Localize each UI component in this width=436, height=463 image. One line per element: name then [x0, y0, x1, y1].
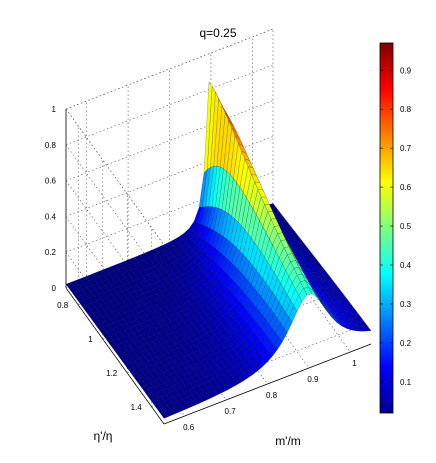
y-axis-label: η'/η [94, 429, 113, 443]
y-tick-label: 1.2 [106, 369, 118, 378]
x-tick-label: 1 [352, 359, 357, 368]
colorbar-tick-label: 0.5 [400, 222, 412, 231]
y-tick-label: 1.4 [131, 403, 143, 412]
axis-box [65, 109, 372, 425]
colorbar-tick-label: 0.1 [400, 378, 412, 387]
x-axis-line [163, 343, 372, 425]
z-tick-label: 0 [52, 284, 57, 293]
surface [65, 81, 372, 419]
colorbar-tick-label: 0.2 [400, 339, 412, 348]
colorbar-tick-label: 0.7 [400, 144, 412, 153]
y-tick-label: 0.8 [57, 301, 69, 310]
colorbar-tick-label: 0.3 [400, 300, 412, 309]
x-tick-label: 0.6 [183, 423, 195, 432]
tick-labels: 0 0.2 0.4 0.6 0.8 1 0.6 0.7 0.8 0.9 1 0.8 1 1.2 1.4 [45, 105, 357, 432]
z-tick-label: 0.4 [45, 212, 57, 221]
chart-title: q=0.25 [199, 26, 236, 40]
grid-line [65, 64, 274, 146]
y-tick-label: 1 [88, 335, 93, 344]
grid-line [65, 108, 165, 246]
colorbar-ticks: 0.1 0.2 0.3 0.4 0.5 0.6 0.7 0.8 0.9 [380, 66, 412, 387]
colorbar-tick-label: 0.6 [400, 183, 412, 192]
colorbar-tick-label: 0.8 [400, 105, 412, 114]
colorbar-tick-label: 0.4 [400, 261, 412, 270]
z-tick-label: 0.2 [45, 248, 57, 257]
colorbar [379, 42, 394, 414]
y-axis-line [65, 287, 165, 425]
z-tick-label: 0.6 [45, 177, 57, 186]
x-tick-label: 0.8 [266, 391, 278, 400]
x-axis-label: m'/m [275, 434, 301, 448]
surface-patch [160, 411, 170, 419]
z-tick-label: 0.8 [45, 141, 57, 150]
x-tick-label: 0.7 [225, 407, 237, 416]
grid-line [65, 28, 274, 110]
grid-line [65, 100, 274, 181]
x-tick-label: 0.9 [307, 375, 319, 384]
colorbar-tick-label: 0.9 [400, 66, 412, 75]
z-tick-label: 1 [52, 105, 57, 114]
